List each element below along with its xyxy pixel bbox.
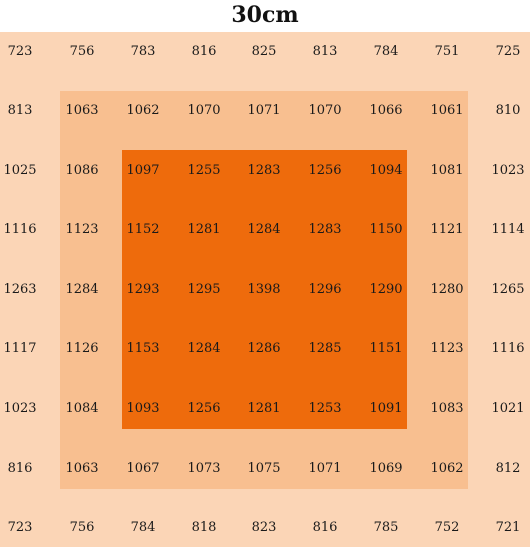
grid-cell-r2-c8: 1061 (430, 103, 464, 118)
grid-cell-r5-c7: 1290 (369, 282, 403, 297)
grid-cell-r1-c8: 751 (434, 44, 460, 59)
grid-cell-r3-c3: 1097 (126, 163, 160, 178)
grid-cell-r4-c6: 1283 (308, 222, 342, 237)
grid-cell-r5-c1: 1263 (3, 282, 37, 297)
grid-cell-r1-c5: 825 (251, 44, 277, 59)
grid-cell-r9-c7: 785 (373, 520, 399, 535)
grid-cell-r9-c4: 818 (191, 520, 217, 535)
grid-cell-r1-c7: 784 (373, 44, 399, 59)
grid-cell-r8-c1: 816 (7, 461, 33, 476)
grid-cell-r8-c3: 1067 (126, 461, 160, 476)
grid-cell-r2-c1: 813 (7, 103, 33, 118)
grid-cell-r5-c9: 1265 (491, 282, 525, 297)
grid-cell-r7-c4: 1256 (187, 401, 221, 416)
grid-cell-r7-c5: 1281 (247, 401, 281, 416)
grid-cell-r7-c3: 1093 (126, 401, 160, 416)
grid-cell-r6-c7: 1151 (369, 341, 403, 356)
grid-cell-r6-c4: 1284 (187, 341, 221, 356)
grid-cell-r9-c1: 723 (7, 520, 33, 535)
grid-cell-r2-c2: 1063 (65, 103, 99, 118)
grid-cell-r7-c2: 1084 (65, 401, 99, 416)
grid-cell-r3-c4: 1255 (187, 163, 221, 178)
grid-cell-r1-c1: 723 (7, 44, 33, 59)
grid-cell-r6-c6: 1285 (308, 341, 342, 356)
grid-cell-r6-c3: 1153 (126, 341, 160, 356)
grid-cell-r6-c2: 1126 (65, 341, 99, 356)
grid-cell-r5-c5: 1398 (247, 282, 281, 297)
grid-cell-r6-c9: 1116 (491, 341, 525, 356)
grid-cell-r9-c3: 784 (130, 520, 156, 535)
grid-cell-r7-c8: 1083 (430, 401, 464, 416)
grid-cell-r4-c8: 1121 (430, 222, 464, 237)
grid-cell-r9-c5: 823 (251, 520, 277, 535)
grid-cell-r5-c6: 1296 (308, 282, 342, 297)
grid-cell-r4-c9: 1114 (491, 222, 525, 237)
grid-cell-r8-c7: 1069 (369, 461, 403, 476)
grid-cell-r3-c2: 1086 (65, 163, 99, 178)
grid-cell-r5-c8: 1280 (430, 282, 464, 297)
grid-cell-r2-c6: 1070 (308, 103, 342, 118)
grid-cell-r4-c3: 1152 (126, 222, 160, 237)
grid-cell-r2-c7: 1066 (369, 103, 403, 118)
grid-cell-r2-c4: 1070 (187, 103, 221, 118)
grid-cell-r9-c2: 756 (69, 520, 95, 535)
grid-cell-r3-c7: 1094 (369, 163, 403, 178)
grid-cell-r3-c9: 1023 (491, 163, 525, 178)
grid-cell-r8-c2: 1063 (65, 461, 99, 476)
grid-cell-r7-c7: 1091 (369, 401, 403, 416)
grid-cell-r1-c9: 725 (495, 44, 521, 59)
grid-cell-r4-c7: 1150 (369, 222, 403, 237)
grid-cell-r5-c2: 1284 (65, 282, 99, 297)
grid-cell-r8-c4: 1073 (187, 461, 221, 476)
grid-cell-r4-c2: 1123 (65, 222, 99, 237)
grid-cell-r4-c4: 1281 (187, 222, 221, 237)
grid-cell-r6-c8: 1123 (430, 341, 464, 356)
grid-cell-r4-c1: 1116 (3, 222, 37, 237)
grid-cell-r8-c6: 1071 (308, 461, 342, 476)
grid-cell-r4-c5: 1284 (247, 222, 281, 237)
grid-cell-r3-c8: 1081 (430, 163, 464, 178)
grid-cell-r1-c3: 783 (130, 44, 156, 59)
grid-cell-r9-c8: 752 (434, 520, 460, 535)
grid-cell-r8-c9: 812 (495, 461, 521, 476)
grid-cell-r2-c9: 810 (495, 103, 521, 118)
grid-cell-r9-c6: 816 (312, 520, 338, 535)
grid-cell-r5-c4: 1295 (187, 282, 221, 297)
grid-cell-r1-c2: 756 (69, 44, 95, 59)
inner-zone (122, 150, 407, 429)
grid-cell-r1-c4: 816 (191, 44, 217, 59)
grid-cell-r7-c9: 1021 (491, 401, 525, 416)
grid-cell-r7-c1: 1023 (3, 401, 37, 416)
grid-cell-r6-c5: 1286 (247, 341, 281, 356)
grid-cell-r1-c6: 813 (312, 44, 338, 59)
grid-cell-r3-c6: 1256 (308, 163, 342, 178)
grid-cell-r8-c5: 1075 (247, 461, 281, 476)
grid-cell-r3-c1: 1025 (3, 163, 37, 178)
grid-cell-r6-c1: 1117 (3, 341, 37, 356)
grid-cell-r9-c9: 721 (495, 520, 521, 535)
grid-cell-r5-c3: 1293 (126, 282, 160, 297)
grid-cell-r2-c3: 1062 (126, 103, 160, 118)
grid-cell-r8-c8: 1062 (430, 461, 464, 476)
value-grid: 723 756 783 816 825 813 784 751 725 813 1063 1062 10… (0, 32, 530, 547)
grid-cell-r3-c5: 1283 (247, 163, 281, 178)
grid-title: 30cm (0, 0, 530, 32)
grid-cell-r7-c6: 1253 (308, 401, 342, 416)
grid-cell-r2-c5: 1071 (247, 103, 281, 118)
